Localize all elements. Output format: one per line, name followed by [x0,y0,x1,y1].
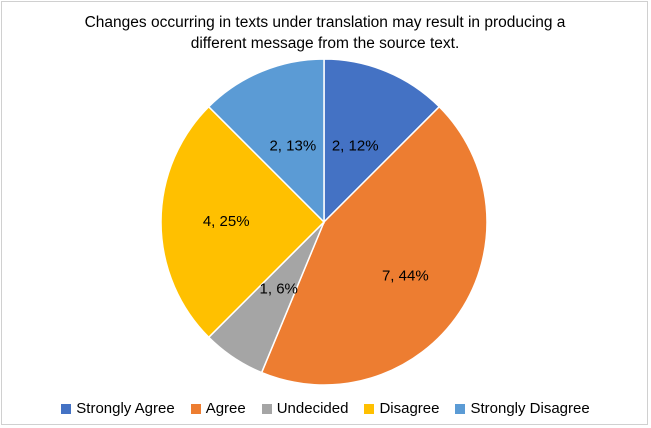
legend-swatch [364,403,375,414]
pie-slice [160,105,326,339]
legend-swatch [190,403,201,414]
data-label: 4, 25% [203,213,250,230]
legend-item: Strongly Agree [61,400,175,417]
legend-swatch [455,403,466,414]
data-label: 7, 44% [382,267,429,284]
legend-label: Undecided [276,400,349,417]
legend-item: Strongly Disagree [455,400,590,417]
legend-swatch [61,403,72,414]
chart-title: Changes occurring in texts under transla… [84,14,566,52]
data-label: 1, 6% [260,281,298,298]
legend-label: Strongly Disagree [470,400,590,417]
legend-label: Disagree [379,400,440,417]
data-label: 2, 13% [269,138,316,155]
legend-label: Strongly Agree [76,400,175,417]
pie-slice [207,58,325,224]
legend-swatch [261,403,272,414]
legend-item: Disagree [364,400,439,417]
pie-slice [260,105,488,386]
legend-label: Agree [205,400,246,417]
legend: Strongly Agree Agree Undecided Disagree Stro… [0,400,651,417]
legend-item: Undecided [261,400,349,417]
pie-slice [323,58,441,224]
chart: 2, 12% 7, 44% 1, 6% 4, 25% 2, 13% [160,58,488,386]
legend-item: Agree [190,400,246,417]
data-label: 2, 12% [332,138,379,155]
